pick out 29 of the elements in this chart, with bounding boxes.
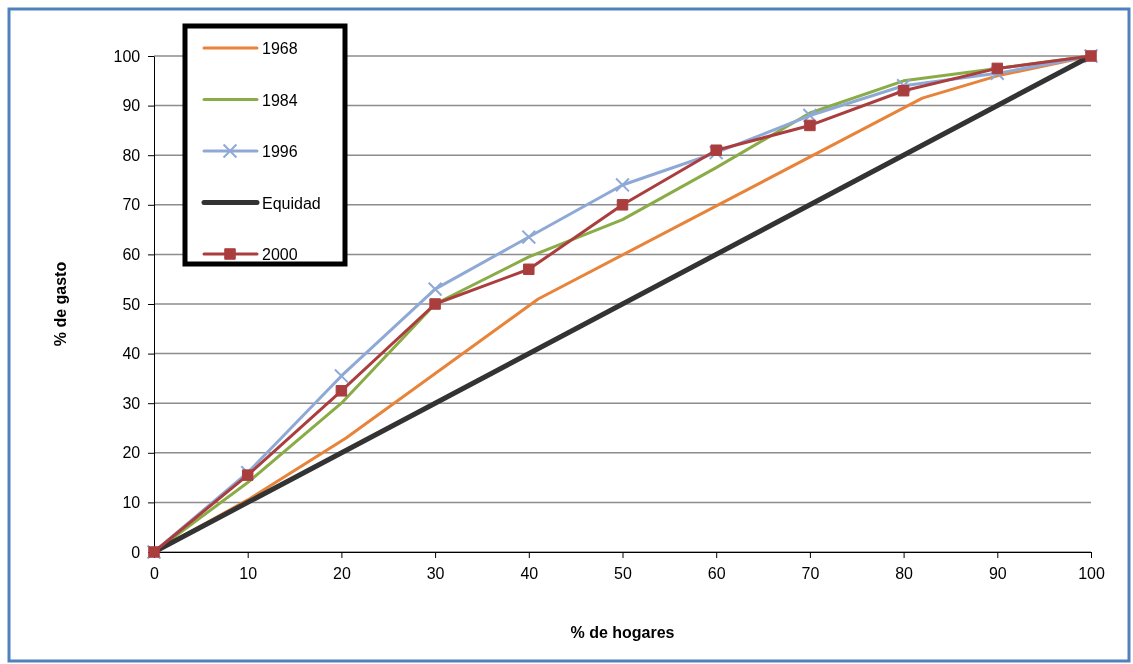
y-tick-label: 40 — [122, 345, 141, 363]
x-axis-title: % de hogares — [570, 624, 675, 641]
y-tick-label: 30 — [122, 394, 141, 412]
x-tick-label: 100 — [1078, 564, 1105, 582]
x-tick-label: 90 — [988, 564, 1007, 582]
y-tick-label: 80 — [122, 146, 141, 164]
y-tick-label: 20 — [122, 444, 141, 462]
y-tick-label: 0 — [131, 543, 141, 561]
x-tick-label: 40 — [520, 564, 539, 582]
legend-label: 1984 — [262, 91, 298, 109]
x-tick-label: 80 — [895, 564, 914, 582]
x-tick-label: 30 — [426, 564, 445, 582]
y-tick-label: 10 — [122, 494, 141, 512]
y-axis-title: % de gasto — [52, 261, 69, 347]
x-tick-label: 10 — [239, 564, 258, 582]
y-tick-label: 100 — [113, 47, 141, 65]
legend-label: 2000 — [262, 246, 298, 263]
legend-label: 1968 — [262, 40, 298, 57]
legend-label: 1996 — [262, 143, 298, 160]
x-tick-label: 20 — [333, 564, 351, 582]
y-tick-label: 90 — [122, 97, 141, 115]
legend-label: Equidad — [262, 194, 321, 212]
y-tick-label: 70 — [122, 196, 141, 214]
x-tick-label: 60 — [707, 564, 726, 582]
y-tick-label: 60 — [122, 246, 141, 264]
x-tick-label: 70 — [801, 564, 820, 582]
x-tick-label: 50 — [614, 564, 632, 582]
x-tick-label: 0 — [150, 564, 160, 582]
y-tick-label: 50 — [122, 295, 141, 313]
